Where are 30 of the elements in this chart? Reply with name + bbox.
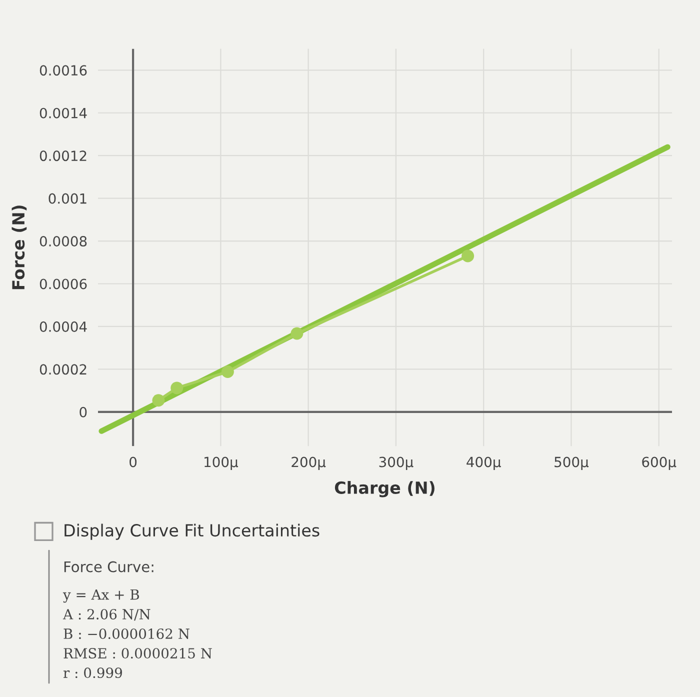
y-tick-label: 0.0008 bbox=[40, 236, 87, 246]
x-tick-label: 500μ bbox=[554, 456, 589, 470]
x-tick-label: 200μ bbox=[292, 456, 326, 470]
text: Force Curve: bbox=[64, 561, 154, 572]
y-tick-label: 0 bbox=[80, 406, 87, 418]
y-tick-label: 0.0016 bbox=[40, 65, 87, 76]
text: Display Curve Fit Uncertainties bbox=[64, 524, 320, 540]
point bbox=[462, 250, 474, 262]
y-tick-label: 0.0006 bbox=[40, 278, 87, 290]
y-tick-label: 0.001 bbox=[48, 193, 86, 204]
x-axis-title: Charge (N) bbox=[334, 481, 434, 498]
x-tick-label: 0 bbox=[130, 456, 137, 468]
point bbox=[170, 382, 184, 394]
y-axis-title: Force (N) bbox=[12, 206, 27, 290]
text: RMSE : 0.0000215 N bbox=[64, 648, 212, 659]
point bbox=[290, 327, 304, 340]
x-tick-label: 400μ bbox=[466, 456, 501, 470]
text: B : −0.0000162 N bbox=[64, 628, 190, 639]
text: y = Ax + B bbox=[62, 589, 140, 603]
x-tick-label: 300μ bbox=[379, 456, 414, 470]
point bbox=[152, 394, 165, 407]
text: A : 2.06 N/N bbox=[62, 608, 150, 621]
y-tick-label: 0.0002 bbox=[40, 364, 86, 375]
x-tick-label: 600μ bbox=[642, 456, 676, 470]
point bbox=[221, 366, 234, 378]
text: r : 0.999 bbox=[64, 668, 122, 678]
y-tick-label: 0.0014 bbox=[40, 108, 87, 118]
y-tick-label: 0.0012 bbox=[40, 150, 86, 162]
y-tick-label: 0.0004 bbox=[40, 321, 87, 332]
x-tick-label: 100μ bbox=[204, 456, 238, 470]
